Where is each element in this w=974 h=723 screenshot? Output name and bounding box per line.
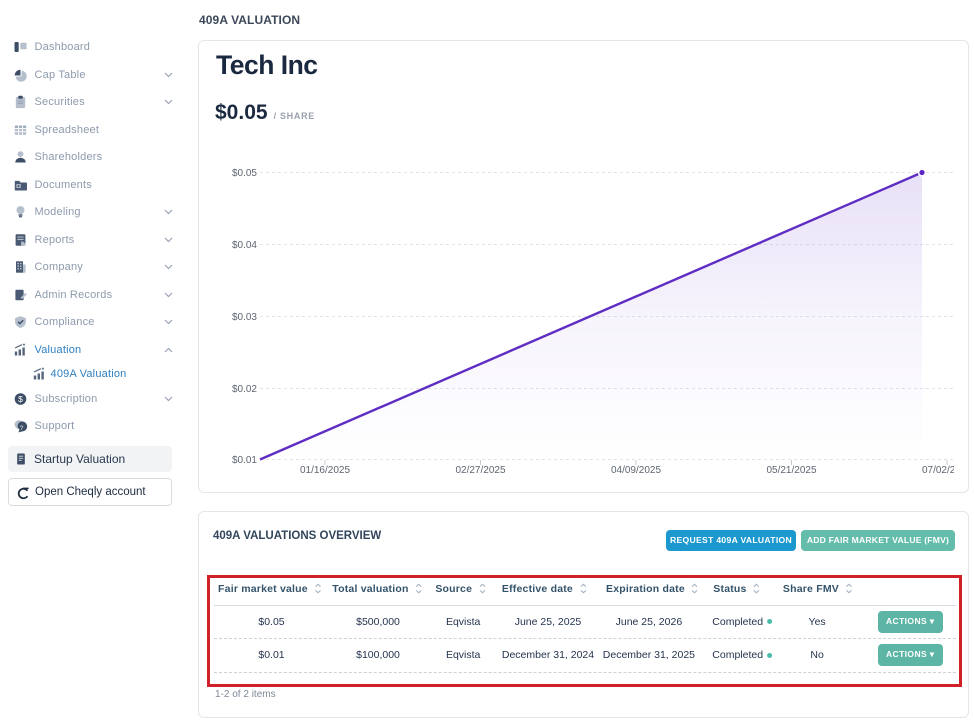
svg-text:07/02/2025: 07/02/2025 <box>922 465 954 476</box>
svg-text:$0.03: $0.03 <box>232 312 257 323</box>
svg-text:01/16/2025: 01/16/2025 <box>300 465 350 476</box>
svg-text:$: $ <box>18 394 23 404</box>
svg-text:05/21/2025: 05/21/2025 <box>766 465 816 476</box>
svg-text:$0.01: $0.01 <box>232 455 257 466</box>
svg-text:02/27/2025: 02/27/2025 <box>455 465 505 476</box>
svg-text:$0.04: $0.04 <box>232 240 257 251</box>
svg-text:$0.02: $0.02 <box>232 384 257 395</box>
svg-text:?: ? <box>20 425 24 432</box>
svg-text:$0.05: $0.05 <box>232 168 257 179</box>
svg-text:04/09/2025: 04/09/2025 <box>611 465 661 476</box>
